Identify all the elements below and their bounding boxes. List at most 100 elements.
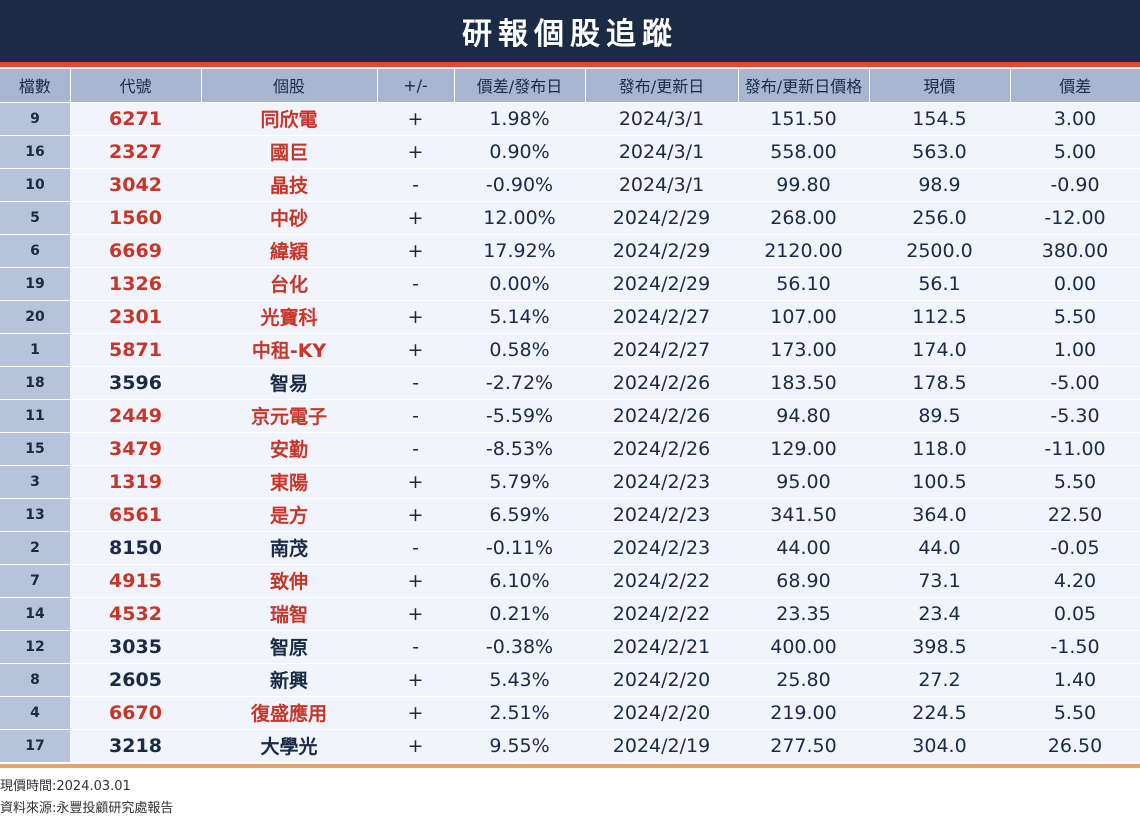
table-row: 20 2301 光寶科 +5.14% 2024/2/27 107.00 112.5 5.50 bbox=[0, 299, 1140, 333]
date-cell: 2024/3/1 bbox=[585, 134, 738, 168]
date-cell: 2024/2/29 bbox=[585, 233, 738, 267]
table-row: 3 1319 東陽 +5.79% 2024/2/23 95.00 100.5 5.50 bbox=[0, 464, 1140, 498]
price-cell: 23.4 bbox=[869, 596, 1010, 630]
stock-name-cell: 台化 bbox=[201, 266, 377, 300]
date-cell: 2024/3/1 bbox=[585, 167, 738, 201]
stock-name-cell: 復盛應用 bbox=[201, 695, 377, 729]
table-row: 5 1560 中砂 +12.00% 2024/2/29 268.00 256.0 -12.00 bbox=[0, 200, 1140, 234]
table-row: 17 3218 大學光 +9.55% 2024/2/19 277.50 304.0 26.50 bbox=[0, 728, 1140, 762]
stock-name-cell: 是方 bbox=[201, 497, 377, 531]
code-cell: 6669 bbox=[70, 233, 201, 267]
issue-price-cell: 107.00 bbox=[738, 299, 869, 333]
code-cell: 3042 bbox=[70, 167, 201, 201]
code-cell: 6670 bbox=[70, 695, 201, 729]
pct-cell: -0.90% bbox=[454, 167, 585, 201]
sign-cell: - bbox=[377, 629, 454, 663]
table-bottom-rule bbox=[0, 764, 1140, 768]
diff-cell: 1.40 bbox=[1010, 662, 1140, 696]
stock-name-cell: 國巨 bbox=[201, 134, 377, 168]
pct-cell: -2.72% bbox=[454, 365, 585, 399]
price-time-note: 現價時間:2024.03.01 bbox=[0, 779, 131, 794]
stock-name-cell: 智原 bbox=[201, 629, 377, 663]
col-header-price: 現價 bbox=[868, 69, 1010, 102]
date-cell: 2024/2/19 bbox=[585, 728, 738, 762]
price-cell: 73.1 bbox=[869, 563, 1010, 597]
rank-cell: 15 bbox=[0, 431, 70, 465]
pct-cell: 6.59% bbox=[454, 497, 585, 531]
issue-price-cell: 173.00 bbox=[738, 332, 869, 366]
rank-cell: 17 bbox=[0, 728, 70, 762]
col-header-date: 發布/更新日 bbox=[584, 69, 738, 102]
price-cell: 563.0 bbox=[869, 134, 1010, 168]
price-cell: 154.5 bbox=[869, 101, 1010, 135]
rank-cell: 11 bbox=[0, 398, 70, 432]
issue-price-cell: 2120.00 bbox=[738, 233, 869, 267]
sign-cell: + bbox=[377, 299, 454, 333]
issue-price-cell: 219.00 bbox=[738, 695, 869, 729]
price-cell: 100.5 bbox=[869, 464, 1010, 498]
stock-name-cell: 中租-KY bbox=[201, 332, 377, 366]
table-row: 10 3042 晶技 - -0.90% 2024/3/1 99.80 98.9 -0.90 bbox=[0, 167, 1140, 201]
diff-cell: 380.00 bbox=[1010, 233, 1140, 267]
pct-cell: 1.98% bbox=[454, 101, 585, 135]
diff-cell: -11.00 bbox=[1010, 431, 1140, 465]
code-cell: 3218 bbox=[70, 728, 201, 762]
stock-name-cell: 大學光 bbox=[201, 728, 377, 762]
code-cell: 3479 bbox=[70, 431, 201, 465]
rank-cell: 6 bbox=[0, 233, 70, 267]
table-row: 14 4532 瑞智 +0.21% 2024/2/22 23.35 23.4 0.05 bbox=[0, 596, 1140, 630]
rank-cell: 18 bbox=[0, 365, 70, 399]
rank-cell: 7 bbox=[0, 563, 70, 597]
table-row: 13 6561 是方 +6.59% 2024/2/23 341.50 364.0 22.50 bbox=[0, 497, 1140, 531]
issue-price-cell: 56.10 bbox=[738, 266, 869, 300]
stock-tracking-table: 檔數 代號 個股 +/- 價差/發布日 發布/更新日 發布/更新日價格 現價 價… bbox=[0, 69, 1140, 762]
code-cell: 3596 bbox=[70, 365, 201, 399]
price-cell: 112.5 bbox=[869, 299, 1010, 333]
diff-cell: 1.00 bbox=[1010, 332, 1140, 366]
code-cell: 3035 bbox=[70, 629, 201, 663]
sign-cell: - bbox=[377, 167, 454, 201]
rank-cell: 14 bbox=[0, 596, 70, 630]
price-cell: 118.0 bbox=[869, 431, 1010, 465]
code-cell: 1560 bbox=[70, 200, 201, 234]
code-cell: 6561 bbox=[70, 497, 201, 531]
stock-name-cell: 瑞智 bbox=[201, 596, 377, 630]
pct-cell: 0.00% bbox=[454, 266, 585, 300]
issue-price-cell: 95.00 bbox=[738, 464, 869, 498]
date-cell: 2024/2/27 bbox=[585, 299, 738, 333]
stock-name-cell: 晶技 bbox=[201, 167, 377, 201]
table-row: 8 2605 新興 +5.43% 2024/2/20 25.80 27.2 1.40 bbox=[0, 662, 1140, 696]
price-cell: 398.5 bbox=[869, 629, 1010, 663]
issue-price-cell: 44.00 bbox=[738, 530, 869, 564]
price-cell: 56.1 bbox=[869, 266, 1010, 300]
sign-cell: + bbox=[377, 134, 454, 168]
rank-cell: 13 bbox=[0, 497, 70, 531]
code-cell: 2327 bbox=[70, 134, 201, 168]
col-header-diff: 價差 bbox=[1009, 69, 1140, 102]
issue-price-cell: 99.80 bbox=[738, 167, 869, 201]
pct-cell: 0.90% bbox=[454, 134, 585, 168]
sign-cell: + bbox=[377, 728, 454, 762]
sign-cell: - bbox=[377, 398, 454, 432]
sign-cell: + bbox=[377, 101, 454, 135]
table-header-row: 檔數 代號 個股 +/- 價差/發布日 發布/更新日 發布/更新日價格 現價 價… bbox=[0, 69, 1140, 102]
rank-cell: 10 bbox=[0, 167, 70, 201]
issue-price-cell: 68.90 bbox=[738, 563, 869, 597]
issue-price-cell: 558.00 bbox=[738, 134, 869, 168]
date-cell: 2024/3/1 bbox=[585, 101, 738, 135]
pct-cell: 5.79% bbox=[454, 464, 585, 498]
sign-cell: - bbox=[377, 266, 454, 300]
date-cell: 2024/2/20 bbox=[585, 662, 738, 696]
pct-cell: 9.55% bbox=[454, 728, 585, 762]
pct-cell: -5.59% bbox=[454, 398, 585, 432]
diff-cell: 4.20 bbox=[1010, 563, 1140, 597]
code-cell: 2449 bbox=[70, 398, 201, 432]
date-cell: 2024/2/27 bbox=[585, 332, 738, 366]
pct-cell: 5.14% bbox=[454, 299, 585, 333]
price-cell: 2500.0 bbox=[869, 233, 1010, 267]
stock-name-cell: 新興 bbox=[201, 662, 377, 696]
table-row: 18 3596 智易 - -2.72% 2024/2/26 183.50 178.5 -5.00 bbox=[0, 365, 1140, 399]
col-header-code: 代號 bbox=[69, 69, 201, 102]
rank-cell: 3 bbox=[0, 464, 70, 498]
diff-cell: -0.90 bbox=[1010, 167, 1140, 201]
